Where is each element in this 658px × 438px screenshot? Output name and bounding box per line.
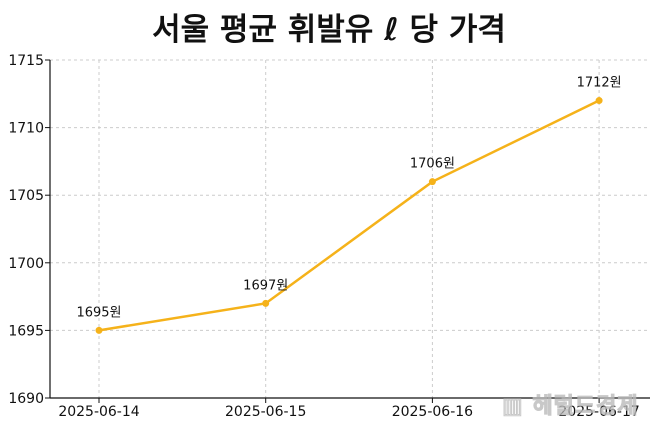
y-tick-label: 1705 [8,188,44,204]
y-tick-label: 1690 [8,391,44,407]
x-tick-label: 2025-06-16 [392,404,473,420]
y-tick-label: 1710 [8,121,44,137]
watermark-logo: ▥ 헤럴드경제 [502,394,639,420]
data-point [262,299,270,307]
chart-title: 서울 평균 휘발유 ℓ 당 가격 [152,12,506,48]
data-point [95,326,103,334]
y-tick-label: 1695 [8,323,44,339]
y-tick-label: 1715 [8,53,44,69]
data-label: 1695원 [76,305,121,320]
data-label: 1712원 [577,76,622,91]
data-point [428,178,436,186]
data-label: 1706원 [410,157,455,172]
series-line [98,99,600,332]
y-tick-label: 1700 [8,256,44,272]
data-label: 1697원 [243,278,288,293]
x-tick-label: 2025-06-15 [225,404,306,420]
data-point [595,97,603,105]
x-tick-label: 2025-06-14 [58,404,139,420]
x-tick-label: 2025-06-17 [558,404,639,420]
